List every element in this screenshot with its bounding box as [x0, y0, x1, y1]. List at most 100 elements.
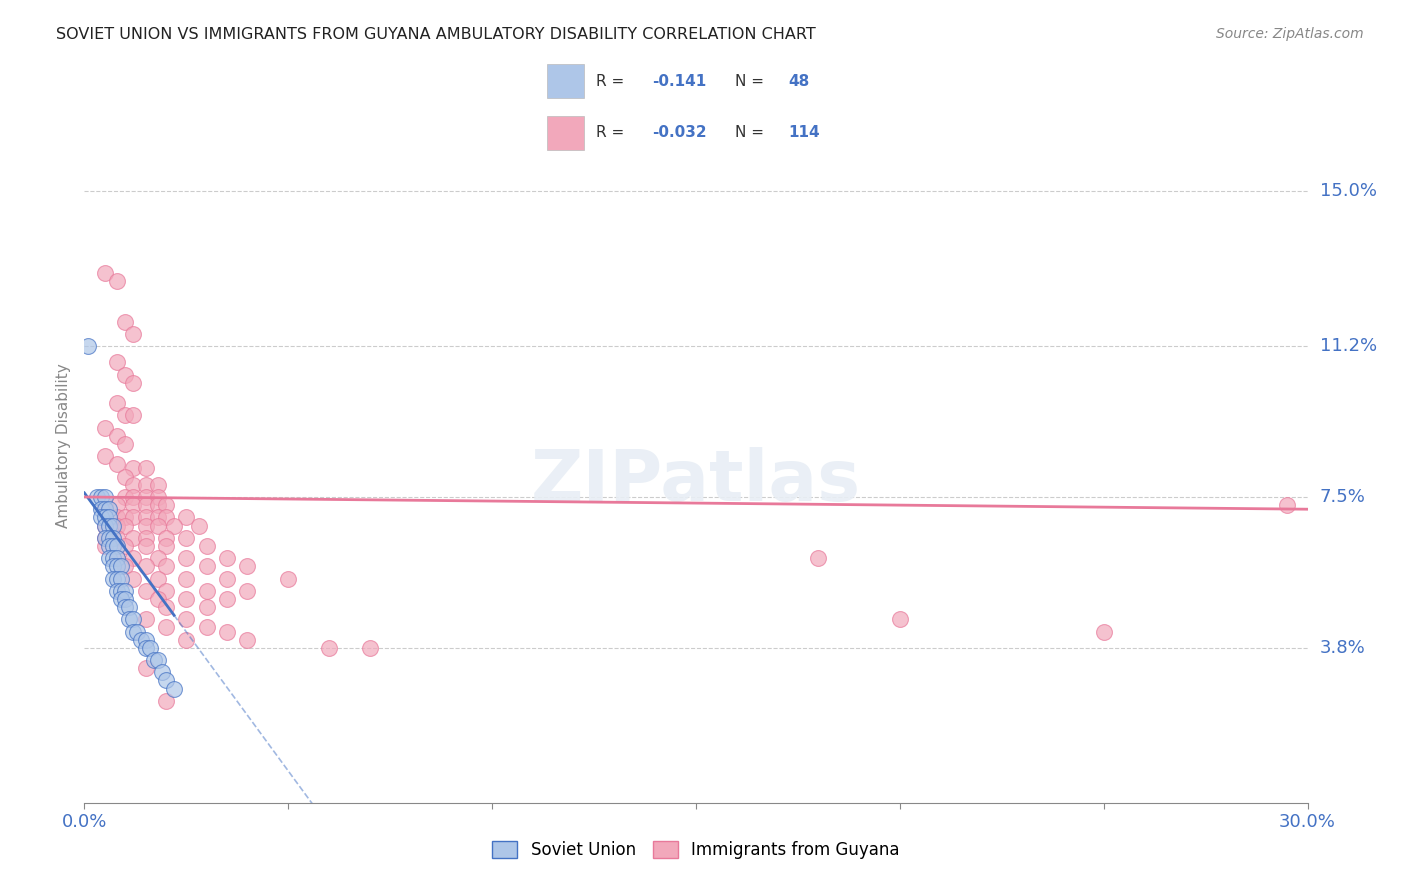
Point: [236, 632, 259, 647]
Point: [90, 510, 112, 524]
Point: [105, 458, 128, 472]
Point: [105, 510, 128, 524]
Point: [174, 612, 197, 626]
Point: [217, 572, 239, 586]
Point: [86, 490, 108, 504]
Point: [114, 583, 136, 598]
Point: [236, 559, 259, 574]
Point: [174, 510, 197, 524]
Point: [122, 551, 145, 566]
Point: [101, 518, 124, 533]
Point: [101, 539, 124, 553]
Point: [187, 518, 209, 533]
Text: -0.032: -0.032: [652, 125, 706, 140]
Point: [93, 518, 115, 533]
Point: [807, 551, 830, 566]
Point: [138, 640, 160, 655]
Point: [195, 620, 218, 634]
Text: N =: N =: [735, 125, 765, 140]
Point: [97, 502, 120, 516]
Point: [155, 673, 177, 688]
Point: [122, 572, 145, 586]
Text: R =: R =: [596, 125, 624, 140]
Point: [122, 612, 145, 626]
Point: [174, 531, 197, 545]
Point: [110, 591, 132, 606]
Point: [135, 490, 157, 504]
Point: [114, 368, 136, 382]
Point: [146, 572, 169, 586]
Point: [97, 510, 120, 524]
Text: 3.8%: 3.8%: [1320, 639, 1365, 657]
Point: [146, 510, 169, 524]
Point: [101, 531, 124, 545]
Point: [217, 591, 239, 606]
Point: [135, 640, 157, 655]
Point: [122, 490, 145, 504]
Point: [146, 518, 169, 533]
Text: -0.141: -0.141: [652, 74, 706, 89]
Legend: Soviet Union, Immigrants from Guyana: Soviet Union, Immigrants from Guyana: [486, 834, 905, 866]
Point: [105, 531, 128, 545]
Point: [174, 551, 197, 566]
Point: [105, 429, 128, 443]
Point: [131, 632, 153, 647]
Point: [146, 551, 169, 566]
Point: [90, 490, 112, 504]
Text: ZIPatlas: ZIPatlas: [531, 447, 860, 516]
Point: [93, 539, 115, 553]
Point: [93, 449, 115, 463]
Point: [195, 583, 218, 598]
Point: [105, 583, 128, 598]
Point: [101, 559, 124, 574]
Point: [135, 559, 157, 574]
Point: [122, 624, 145, 639]
Point: [114, 559, 136, 574]
Point: [217, 624, 239, 639]
Point: [135, 461, 157, 475]
Point: [135, 531, 157, 545]
Point: [155, 620, 177, 634]
Point: [195, 539, 218, 553]
Point: [90, 502, 112, 516]
Point: [217, 551, 239, 566]
Point: [93, 490, 115, 504]
Point: [122, 326, 145, 341]
Point: [135, 518, 157, 533]
Point: [118, 600, 141, 615]
Point: [277, 572, 299, 586]
Text: R =: R =: [596, 74, 624, 89]
Point: [174, 632, 197, 647]
Point: [1275, 498, 1298, 512]
Point: [146, 591, 169, 606]
Point: [155, 694, 177, 708]
Point: [105, 551, 128, 566]
Point: [93, 518, 115, 533]
Text: 48: 48: [787, 74, 810, 89]
Point: [122, 409, 145, 423]
Point: [155, 498, 177, 512]
Point: [105, 355, 128, 369]
Point: [97, 531, 120, 545]
Point: [105, 551, 128, 566]
Point: [155, 583, 177, 598]
Text: N =: N =: [735, 74, 765, 89]
Point: [101, 551, 124, 566]
Point: [359, 640, 381, 655]
Point: [174, 591, 197, 606]
Point: [97, 518, 120, 533]
Point: [114, 600, 136, 615]
Point: [114, 591, 136, 606]
Point: [114, 518, 136, 533]
Point: [146, 477, 169, 491]
Point: [105, 396, 128, 410]
Point: [105, 539, 128, 553]
Text: SOVIET UNION VS IMMIGRANTS FROM GUYANA AMBULATORY DISABILITY CORRELATION CHART: SOVIET UNION VS IMMIGRANTS FROM GUYANA A…: [56, 27, 815, 42]
Point: [105, 559, 128, 574]
Point: [114, 539, 136, 553]
Point: [142, 653, 165, 667]
Point: [150, 665, 173, 680]
Point: [195, 600, 218, 615]
Point: [122, 477, 145, 491]
Point: [93, 531, 115, 545]
